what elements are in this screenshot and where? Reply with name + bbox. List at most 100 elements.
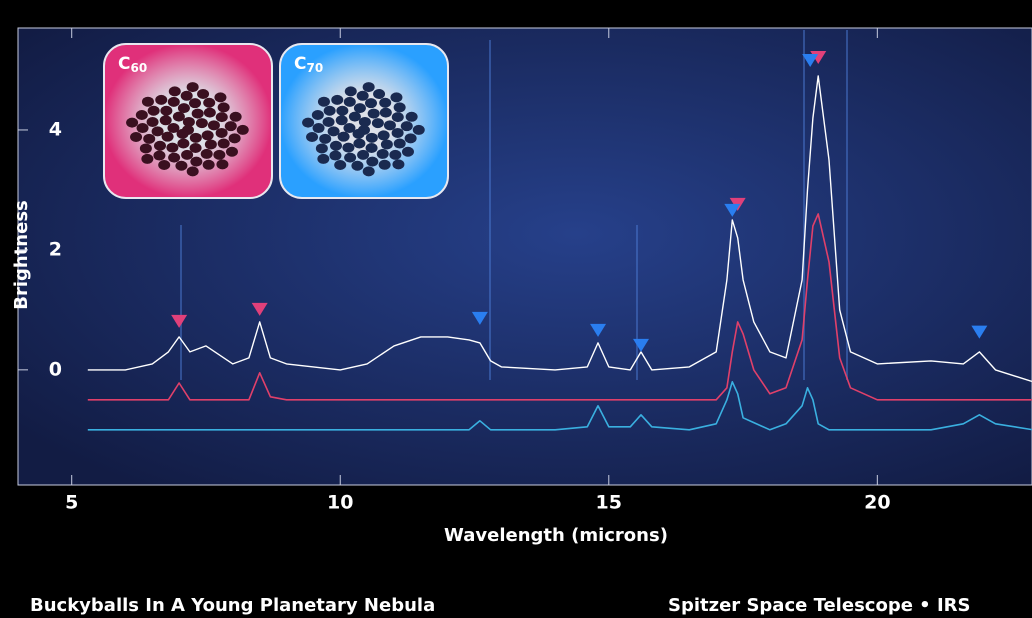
molecule-atom	[214, 92, 226, 102]
molecule-atom	[218, 102, 230, 112]
molecule-atom	[384, 120, 396, 130]
x-axis-label: Wavelength (microns)	[444, 525, 668, 546]
molecule-atom	[380, 108, 392, 118]
molecule-atom	[363, 166, 375, 176]
molecule-atom	[153, 151, 165, 161]
molecule-atom	[226, 147, 238, 157]
molecule-atom	[147, 117, 159, 127]
molecule-atom	[359, 117, 371, 127]
molecule-atom	[331, 95, 343, 105]
molecule-atom	[345, 86, 357, 96]
molecule-atom	[160, 115, 172, 125]
molecule-atom	[201, 149, 213, 159]
molecule-atom	[392, 112, 404, 122]
y-axis-label: Brightness	[11, 200, 32, 310]
molecule-atom	[344, 153, 356, 163]
molecule-atom	[373, 89, 385, 99]
molecule-atom	[330, 141, 342, 151]
molecule-atom	[338, 132, 350, 142]
molecule-atom	[183, 117, 195, 127]
x-tick-label: 15	[596, 492, 622, 514]
inset: C70	[280, 44, 448, 198]
molecule-atom	[208, 120, 220, 130]
molecule-atom	[357, 91, 369, 101]
molecule-atom	[317, 154, 329, 164]
molecule-atom	[181, 150, 193, 160]
molecule-atom	[189, 98, 201, 108]
molecule-atom	[323, 117, 335, 127]
molecule-atom	[378, 130, 390, 140]
molecule-atom	[178, 103, 190, 113]
molecule-atom	[181, 91, 193, 101]
molecule-atom	[312, 110, 324, 120]
molecule-atom	[155, 95, 167, 105]
molecule-atom	[126, 118, 138, 128]
molecule-atom	[344, 97, 356, 107]
molecule-atom	[368, 109, 380, 119]
molecule-atom	[197, 89, 209, 99]
y-tick-label: 2	[49, 238, 62, 260]
molecule-atom	[158, 160, 170, 170]
molecule-atom	[365, 98, 377, 108]
molecule-atom	[354, 103, 366, 113]
chart: Wavelength (microns) Brightness Buckybal…	[0, 0, 1032, 618]
molecule-atom	[205, 139, 217, 149]
molecule-atom	[141, 154, 153, 164]
molecule-atom	[216, 128, 228, 138]
molecule-atom	[237, 125, 249, 135]
x-tick-label: 10	[327, 492, 353, 514]
inset: C60	[104, 44, 272, 198]
molecule-atom	[402, 147, 414, 157]
molecule-atom	[190, 133, 202, 143]
molecule-atom	[329, 151, 341, 161]
molecule-atom	[394, 102, 406, 112]
molecule-atom	[306, 132, 318, 142]
molecule-atom	[381, 139, 393, 149]
molecule-atom	[349, 112, 361, 122]
molecule-atom	[142, 97, 154, 107]
molecule-atom	[336, 106, 348, 116]
molecule-atom	[203, 98, 215, 108]
molecule-atom	[336, 115, 348, 125]
molecule-atom	[324, 106, 336, 116]
molecule-atom	[342, 143, 354, 153]
molecule-atom	[187, 166, 199, 176]
molecule-atom	[319, 134, 331, 144]
molecule-atom	[377, 149, 389, 159]
molecule-atom	[162, 132, 174, 142]
molecule-atom	[154, 141, 166, 151]
molecule-atom	[230, 112, 242, 122]
molecule-atom	[366, 157, 378, 167]
molecule-atom	[204, 108, 216, 118]
molecule-atom	[343, 123, 355, 133]
molecule-atom	[169, 86, 181, 96]
molecule-atom	[229, 133, 241, 143]
molecule-atom	[328, 126, 340, 136]
molecule-atom	[392, 128, 404, 138]
molecule-atom	[216, 112, 228, 122]
molecule-atom	[213, 150, 225, 160]
molecule-atom	[392, 159, 404, 169]
molecule-atom	[196, 118, 208, 128]
molecule-atom	[313, 123, 325, 133]
molecule-atom	[366, 133, 378, 143]
molecule-atom	[192, 109, 204, 119]
molecule-atom	[173, 112, 185, 122]
molecule-atom	[302, 118, 314, 128]
molecule-atom	[168, 153, 180, 163]
molecule-atom	[389, 150, 401, 160]
molecule-atom	[140, 143, 152, 153]
footer-title: Buckyballs In A Young Planetary Nebula	[30, 595, 435, 616]
molecule-atom	[406, 112, 418, 122]
molecule-atom	[316, 143, 328, 153]
molecule-atom	[137, 123, 149, 133]
molecule-atom	[152, 126, 164, 136]
molecule-atom	[136, 110, 148, 120]
molecule-atom	[167, 123, 179, 133]
molecule-atom	[203, 160, 215, 170]
molecule-atom	[401, 121, 413, 131]
page: {"chart_data": {"type": "line", "x_label…	[0, 0, 1032, 618]
molecule-atom	[394, 139, 406, 149]
molecule-atom	[202, 130, 214, 140]
molecule-atom	[190, 157, 202, 167]
